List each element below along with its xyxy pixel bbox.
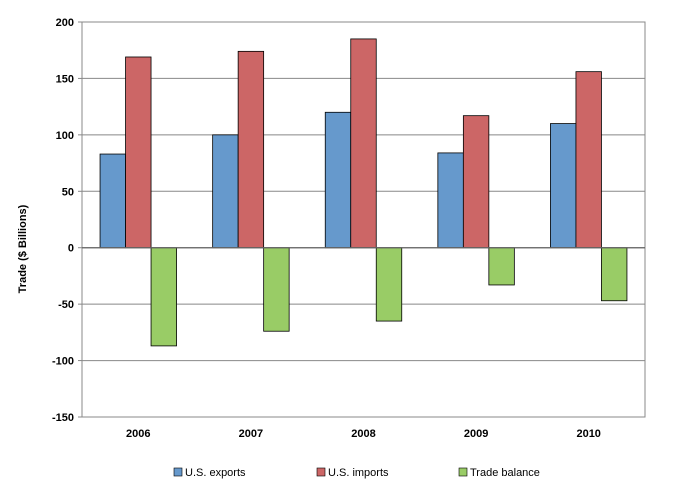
y-tick-label: 200 [56,17,74,29]
x-tick-label: 2009 [464,428,488,440]
legend-item: U.S. imports [316,467,389,479]
legend-swatch [173,467,183,477]
y-tick-label: -100 [52,356,74,368]
x-tick-label: 2006 [126,428,150,440]
y-tick-label: -150 [52,412,74,424]
bar-u-s-imports-2006 [125,56,152,249]
bar-u-s-exports-2009 [437,152,464,249]
y-tick-label: 100 [56,130,74,142]
bar-trade-balance-2010 [601,247,628,302]
legend-label: Trade balance [470,467,540,479]
legend: U.S. exports U.S. imports Trade balance [173,467,540,479]
legend-swatch [458,467,468,477]
bar-u-s-exports-2007 [212,134,239,249]
x-tick-labels: 2006 2007 2008 2009 2010 [126,428,601,440]
legend-item: Trade balance [458,467,540,479]
bars [99,38,628,347]
axes [78,21,646,418]
y-tick-labels: 200 150 100 50 0 -50 -100 -150 [52,17,74,424]
bar-u-s-exports-2010 [550,123,577,249]
x-tick-label: 2010 [576,428,600,440]
y-axis-title: Trade ($ Billions) [17,204,29,293]
legend-item: U.S. exports [173,467,246,479]
bar-trade-balance-2009 [488,247,515,286]
y-tick-label: 50 [62,186,74,198]
bar-trade-balance-2006 [150,247,177,347]
x-tick-label: 2007 [239,428,263,440]
legend-swatch [316,467,326,477]
bar-trade-balance-2007 [263,247,290,332]
bar-trade-balance-2008 [375,247,403,322]
bar-u-s-exports-2006 [99,153,126,249]
x-tick-label: 2008 [351,428,375,440]
bar-u-s-imports-2008 [350,38,377,249]
bar-u-s-imports-2010 [575,71,602,249]
y-tick-label: -50 [58,299,74,311]
legend-label: U.S. exports [185,467,246,479]
y-tick-label: 0 [68,243,74,255]
y-tick-label: 150 [56,73,74,85]
legend-label: U.S. imports [328,467,389,479]
bar-u-s-exports-2008 [324,111,352,249]
bar-u-s-imports-2007 [237,50,265,249]
bar-u-s-imports-2009 [462,115,490,249]
plot-border [81,21,646,418]
